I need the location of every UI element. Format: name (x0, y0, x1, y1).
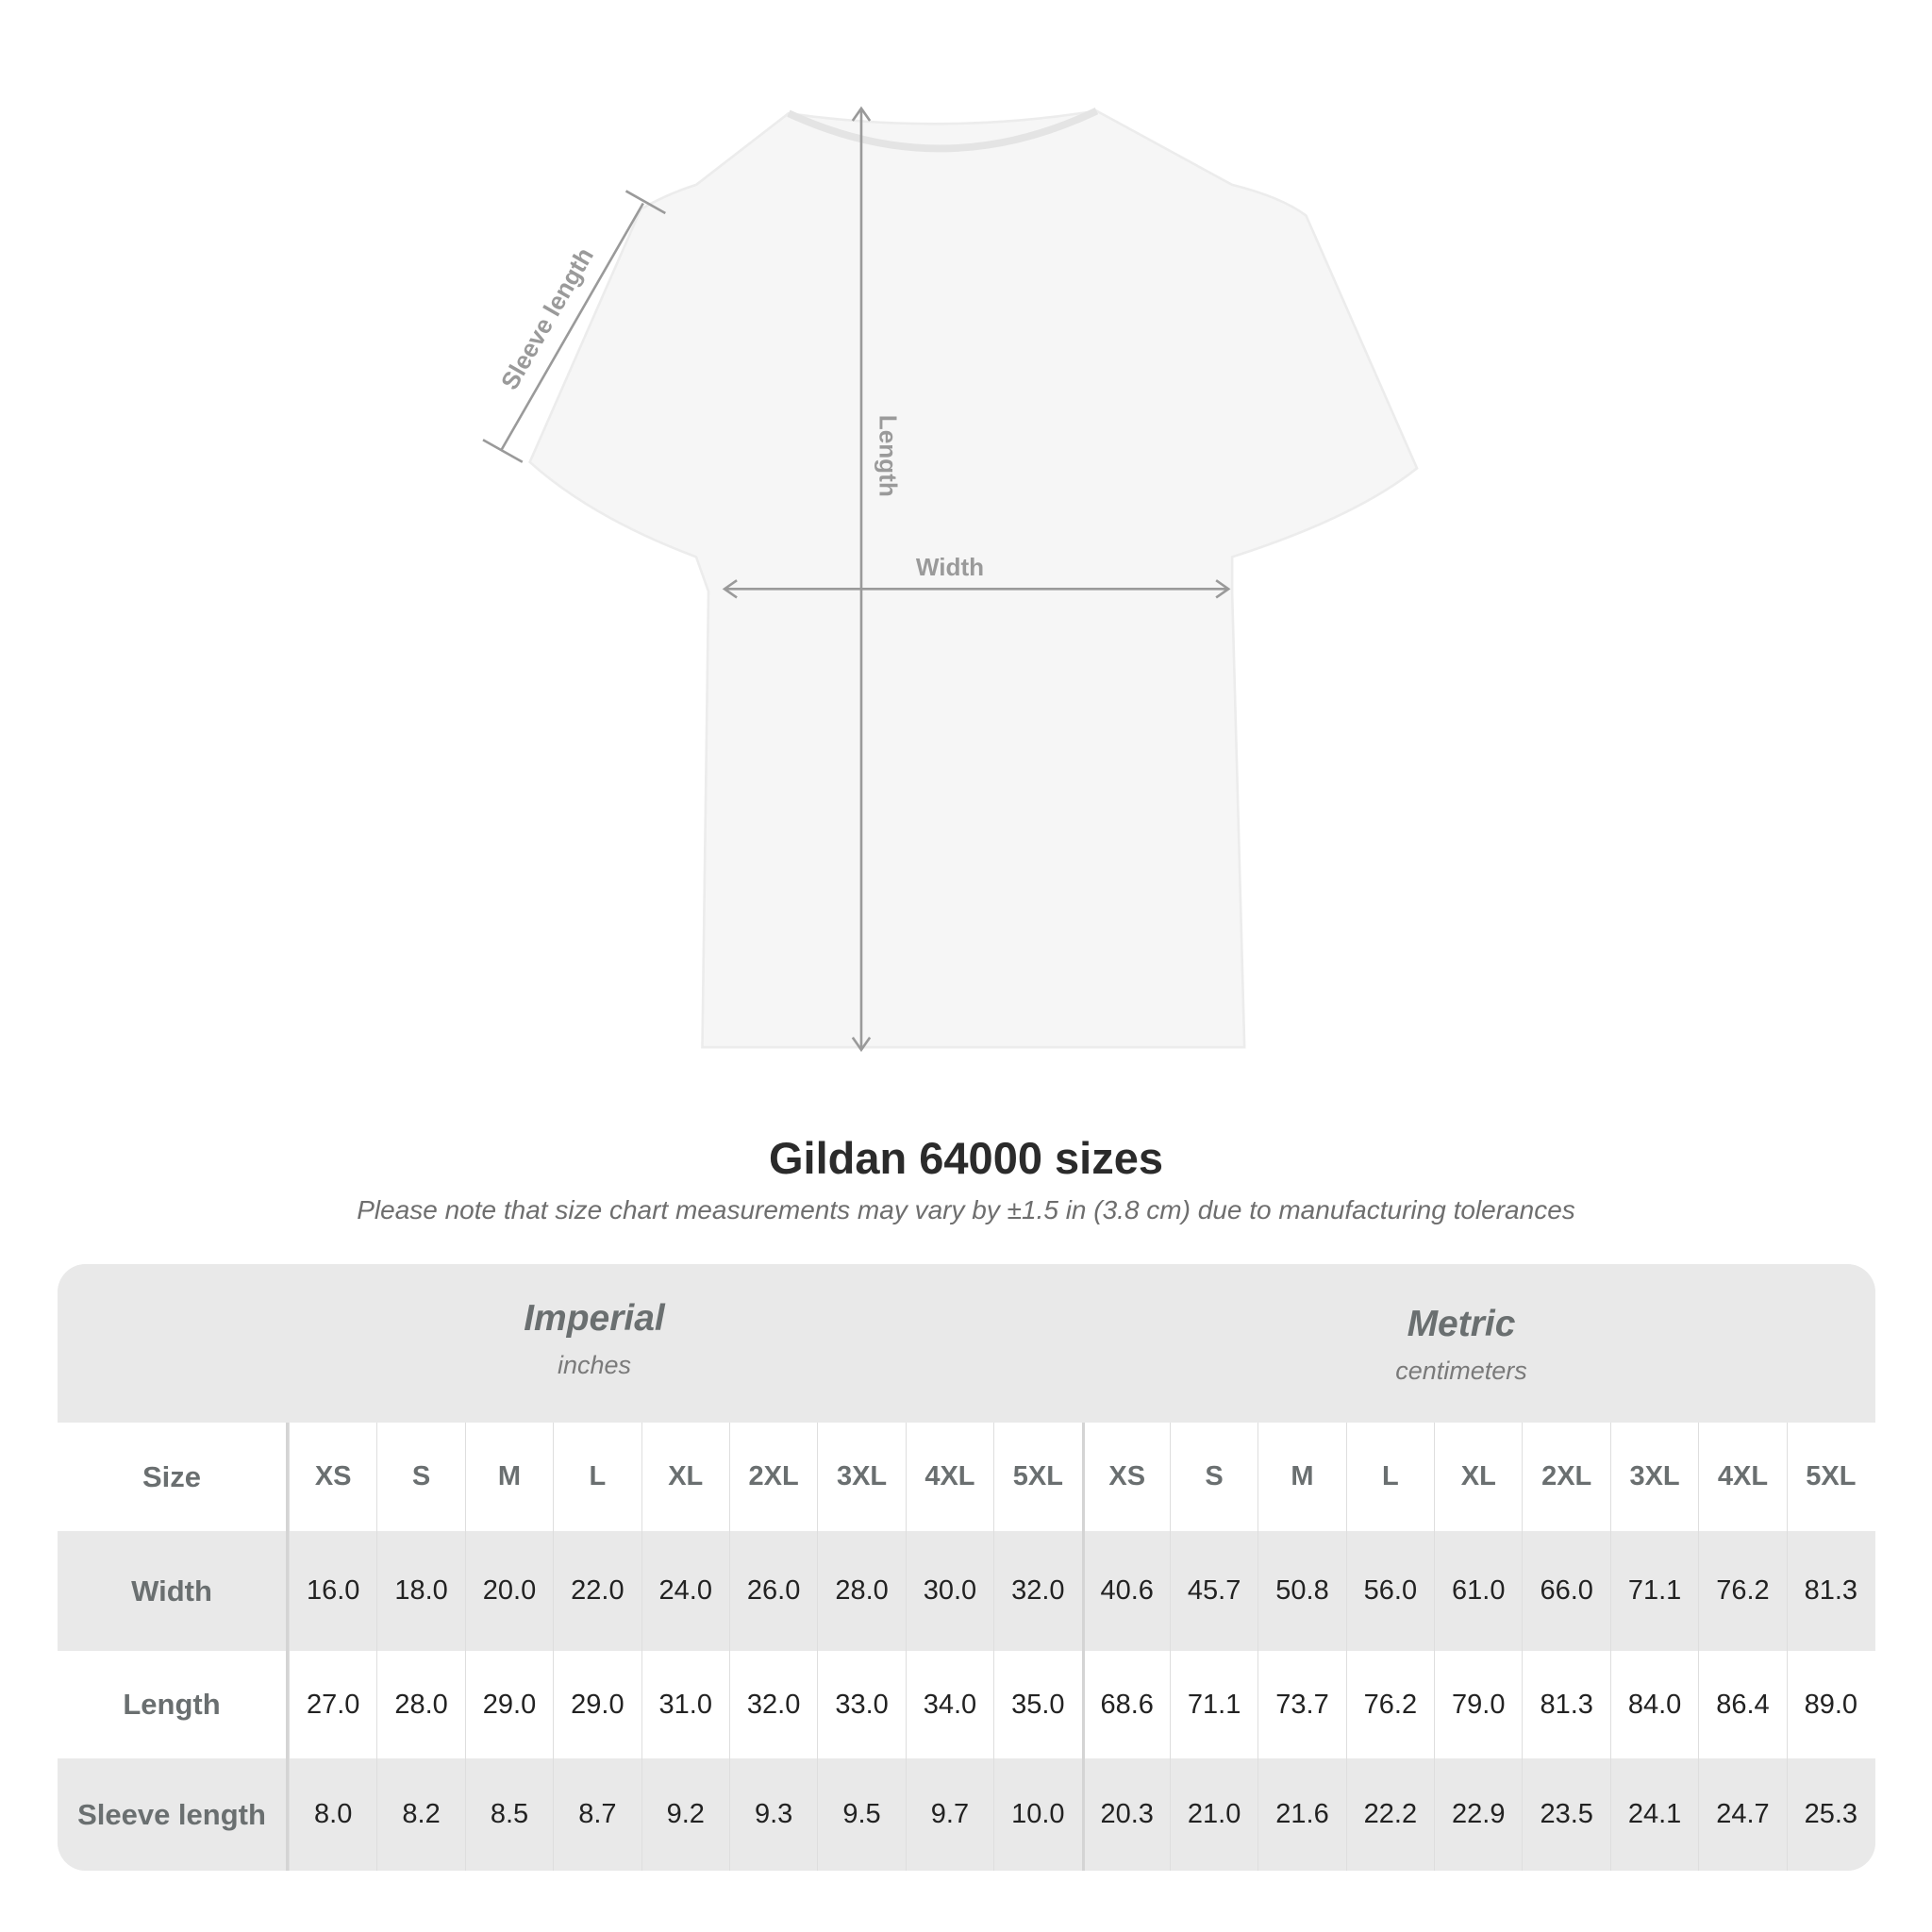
tshirt-shape (528, 109, 1419, 1049)
size-header-3xl: 3XL (1609, 1423, 1698, 1531)
value-cell: 32.0 (728, 1651, 817, 1758)
value-cell: 76.2 (1345, 1651, 1434, 1758)
size-header-5xl: 5XL (993, 1423, 1081, 1531)
row-label: Size (58, 1423, 289, 1531)
value-cell: 9.7 (905, 1758, 993, 1871)
value-cell: 21.0 (1169, 1758, 1257, 1871)
size-header-xl: XL (641, 1423, 729, 1531)
value-cell: 84.0 (1609, 1651, 1698, 1758)
value-cell: 81.3 (1786, 1531, 1874, 1651)
size-header-xs: XS (1081, 1423, 1170, 1531)
chart-subtitle: Please note that size chart measurements… (357, 1195, 1575, 1224)
table-row: Length 27.0 28.0 29.0 29.0 31.0 32.0 33.0 34.0 35… (58, 1651, 1875, 1758)
value-cell: 24.7 (1698, 1758, 1786, 1871)
value-cell: 28.0 (817, 1531, 905, 1651)
value-cell: 22.9 (1434, 1758, 1522, 1871)
value-cell: 89.0 (1786, 1651, 1874, 1758)
value-cell: 9.2 (641, 1758, 729, 1871)
value-cell: 79.0 (1434, 1651, 1522, 1758)
value-cell: 40.6 (1081, 1531, 1170, 1651)
row-label: Width (58, 1531, 289, 1651)
unit-header-band: Imperial inches Metric centimeters (58, 1264, 1875, 1423)
value-cell: 26.0 (728, 1531, 817, 1651)
value-cell: 34.0 (905, 1651, 993, 1758)
value-cell: 29.0 (553, 1651, 641, 1758)
size-header-2xl: 2XL (1522, 1423, 1609, 1531)
value-cell: 9.3 (728, 1758, 817, 1871)
value-cell: 8.2 (376, 1758, 464, 1871)
size-header-s: S (376, 1423, 464, 1531)
value-cell: 66.0 (1522, 1531, 1609, 1651)
sleeve-arrow (500, 202, 644, 451)
size-header-s: S (1169, 1423, 1257, 1531)
table-row: Sleeve length 8.0 8.2 8.5 8.7 9.2 9.3 9.5 9.7 10.… (58, 1758, 1875, 1871)
width-label: Width (916, 553, 984, 581)
value-cell: 68.6 (1081, 1651, 1170, 1758)
value-cell: 23.5 (1522, 1758, 1609, 1871)
table-row: Width 16.0 18.0 20.0 22.0 24.0 26.0 28.0 30.0 32.… (58, 1531, 1875, 1651)
value-cell: 9.5 (817, 1758, 905, 1871)
value-cell: 61.0 (1434, 1531, 1522, 1651)
value-cell: 33.0 (817, 1651, 905, 1758)
value-cell: 20.3 (1081, 1758, 1170, 1871)
size-header-l: L (553, 1423, 641, 1531)
chart-title: Gildan 64000 sizes (768, 1133, 1164, 1183)
size-header-m: M (1257, 1423, 1345, 1531)
size-header-xl: XL (1434, 1423, 1522, 1531)
value-cell: 22.2 (1345, 1758, 1434, 1871)
size-header-5xl: 5XL (1786, 1423, 1874, 1531)
value-cell: 73.7 (1257, 1651, 1345, 1758)
length-label: Length (874, 415, 903, 497)
value-cell: 27.0 (289, 1651, 376, 1758)
size-table: Imperial inches Metric centimeters Size X… (58, 1264, 1875, 1871)
value-cell: 18.0 (376, 1531, 464, 1651)
value-cell: 24.1 (1609, 1758, 1698, 1871)
value-cell: 8.7 (553, 1758, 641, 1871)
size-header-xs: XS (289, 1423, 376, 1531)
size-header-4xl: 4XL (1698, 1423, 1786, 1531)
value-cell: 8.0 (289, 1758, 376, 1871)
size-header-row: Size XS S M L XL 2XL 3XL 4XL 5XL XS S M L XL 2XL 3XL 4XL 5… (58, 1423, 1875, 1531)
value-cell: 28.0 (376, 1651, 464, 1758)
value-cell: 21.6 (1257, 1758, 1345, 1871)
size-header-2xl: 2XL (728, 1423, 817, 1531)
value-cell: 56.0 (1345, 1531, 1434, 1651)
size-header-4xl: 4XL (905, 1423, 993, 1531)
value-cell: 24.0 (641, 1531, 729, 1651)
value-cell: 31.0 (641, 1651, 729, 1758)
value-cell: 10.0 (993, 1758, 1081, 1871)
row-label: Sleeve length (58, 1758, 289, 1871)
value-cell: 20.0 (464, 1531, 553, 1651)
value-cell: 71.1 (1609, 1531, 1698, 1651)
value-cell: 32.0 (993, 1531, 1081, 1651)
metric-header: Metric centimeters (1395, 1304, 1527, 1385)
imperial-header: Imperial inches (524, 1298, 665, 1379)
value-cell: 45.7 (1169, 1531, 1257, 1651)
size-header-l: L (1345, 1423, 1434, 1531)
value-cell: 16.0 (289, 1531, 376, 1651)
value-cell: 50.8 (1257, 1531, 1345, 1651)
value-cell: 25.3 (1786, 1758, 1874, 1871)
row-label: Length (58, 1651, 289, 1758)
value-cell: 8.5 (464, 1758, 553, 1871)
value-cell: 29.0 (464, 1651, 553, 1758)
value-cell: 81.3 (1522, 1651, 1609, 1758)
value-cell: 76.2 (1698, 1531, 1786, 1651)
size-header-3xl: 3XL (817, 1423, 905, 1531)
value-cell: 30.0 (905, 1531, 993, 1651)
value-cell: 22.0 (553, 1531, 641, 1651)
size-header-m: M (464, 1423, 553, 1531)
value-cell: 86.4 (1698, 1651, 1786, 1758)
value-cell: 71.1 (1169, 1651, 1257, 1758)
value-cell: 35.0 (993, 1651, 1081, 1758)
